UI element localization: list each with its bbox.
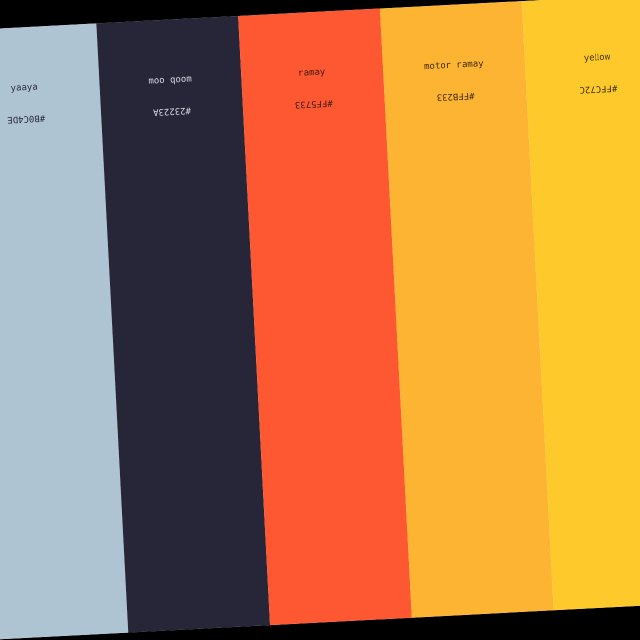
- swatch-hex: #FFB233: [436, 89, 475, 102]
- swatch-hex: #B0C4DE: [6, 112, 46, 125]
- swatch-name: ʎɐɯɐɹ ɹoʇoɯ: [423, 58, 484, 72]
- swatch-name: ʎɐɯɐɹ: [298, 66, 326, 78]
- swatch-hex: #FFC72C: [579, 82, 618, 95]
- swatch-name: ɯoob ooɯ: [148, 73, 193, 86]
- swatch-name: ɐʎɐɐʎ: [10, 81, 39, 93]
- swatch-hex: #23223A: [152, 104, 192, 117]
- swatch-name: ʍoןןǝʎ: [583, 51, 611, 63]
- swatch-hex: #FF5733: [294, 97, 334, 110]
